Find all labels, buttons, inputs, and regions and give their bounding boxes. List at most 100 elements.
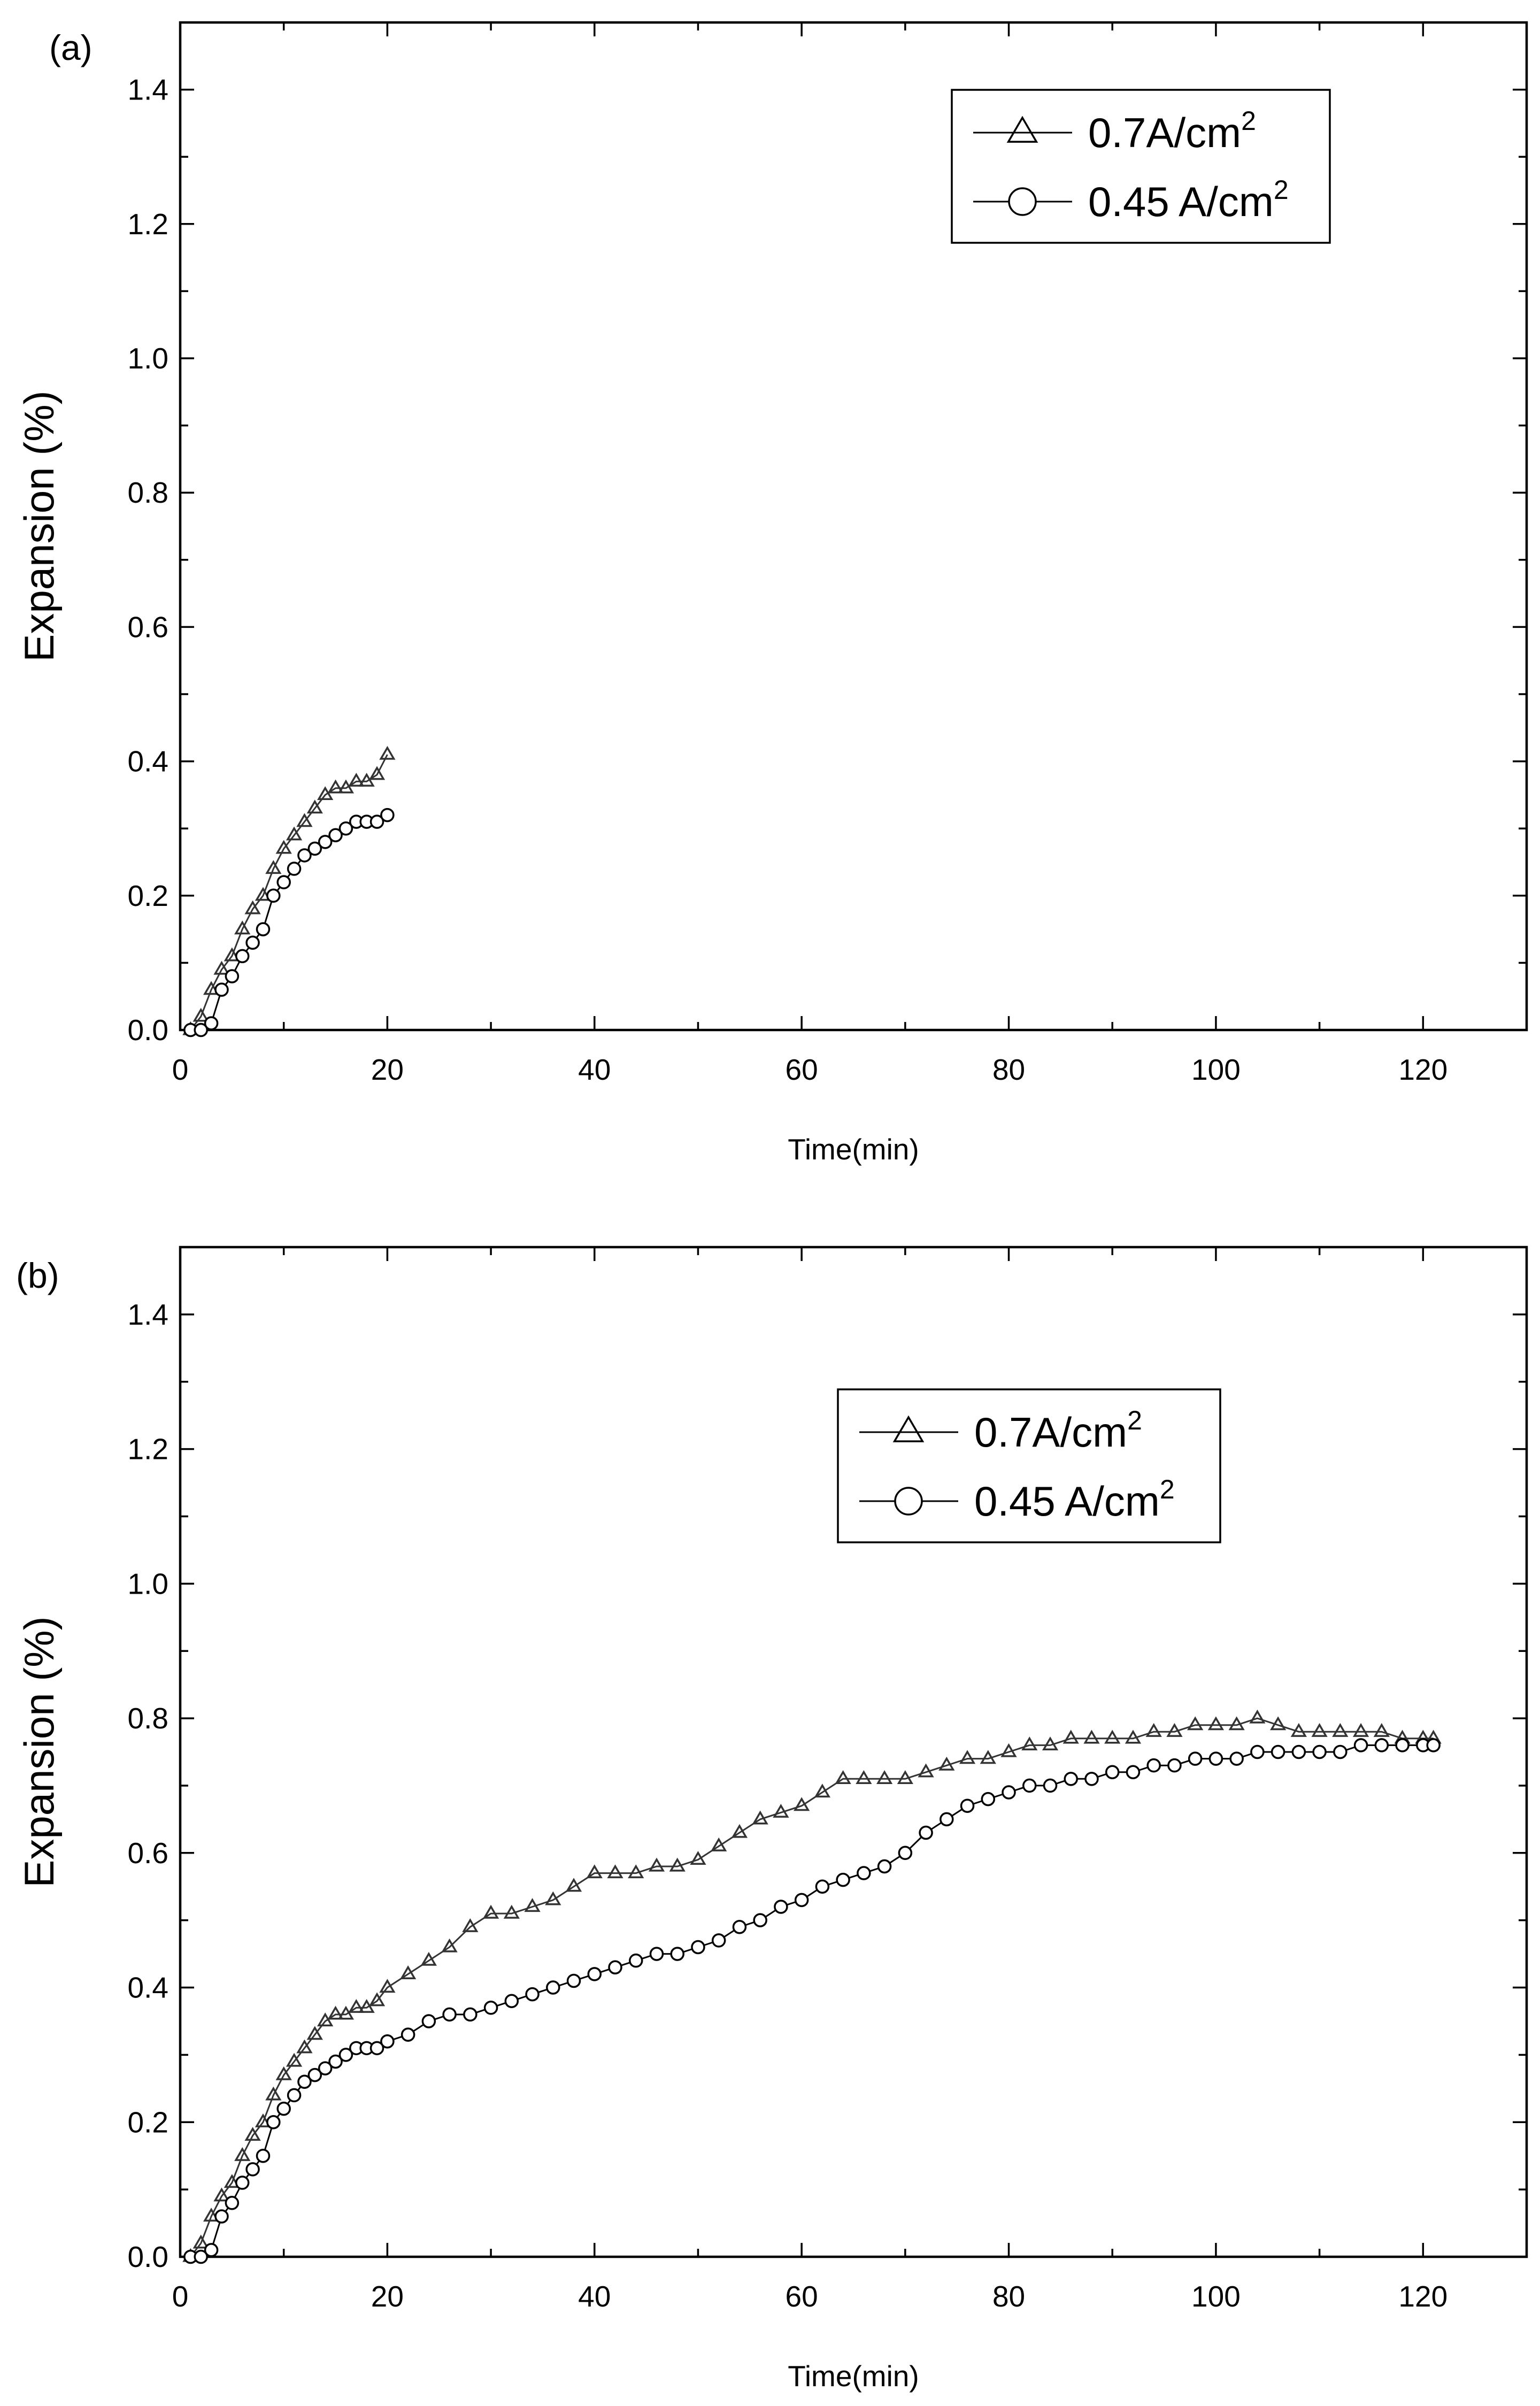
data-point-triangle — [296, 2039, 313, 2054]
data-point-triangle — [586, 1864, 603, 1879]
data-point-circle — [815, 1879, 830, 1894]
data-point-circle — [338, 2048, 353, 2062]
data-point-triangle — [648, 1857, 665, 1872]
y-tick-label: 0.8 — [128, 476, 168, 509]
data-point-circle — [245, 935, 260, 950]
data-point-triangle — [545, 1891, 561, 1905]
data-point-circle — [380, 808, 395, 823]
data-point-circle — [297, 848, 312, 863]
data-point-circle — [266, 888, 281, 903]
data-point-triangle — [565, 1878, 582, 1892]
data-point-circle — [857, 1866, 871, 1880]
data-point-circle — [318, 835, 333, 849]
data-point-triangle — [224, 947, 240, 962]
data-point-circle — [1126, 1765, 1141, 1780]
data-point-triangle — [275, 840, 292, 854]
data-point-triangle — [265, 2086, 282, 2101]
data-point-circle — [214, 982, 229, 997]
data-point-triangle — [327, 2005, 344, 2020]
legend-marker-triangle — [892, 1415, 925, 1442]
data-point-circle — [225, 2196, 240, 2210]
data-point-circle — [328, 828, 343, 843]
legend-marker-triangle — [1006, 116, 1038, 143]
legend-label-superscript: 2 — [1241, 106, 1256, 136]
y-tick-label: 0.2 — [128, 2105, 168, 2139]
y-tick-label: 0.6 — [128, 1836, 168, 1870]
data-point-circle — [1395, 1738, 1410, 1752]
data-point-triangle — [368, 1992, 386, 2007]
data-point-circle — [483, 2001, 498, 2015]
data-point-circle — [194, 2249, 208, 2264]
data-point-triangle — [224, 2174, 240, 2188]
legend: 0.7A/cm2 0.45 A/cm2 — [837, 1388, 1221, 1543]
data-point-triangle — [213, 960, 230, 975]
data-point-circle — [369, 814, 384, 829]
plot-frame — [179, 21, 1528, 1032]
data-point-circle — [338, 821, 353, 836]
data-point-circle — [194, 1023, 208, 1037]
legend-box — [951, 89, 1331, 244]
data-point-circle — [225, 969, 240, 983]
data-point-triangle — [244, 2127, 261, 2141]
y-tick-label: 0.4 — [128, 745, 168, 778]
data-point-triangle — [794, 1797, 810, 1811]
x-tick-label: 20 — [371, 2280, 404, 2313]
data-point-triangle — [503, 1904, 520, 1919]
data-point-triangle — [669, 1857, 686, 1872]
data-point-triangle — [1270, 1716, 1287, 1731]
x-tick-label: 100 — [1191, 1053, 1241, 1086]
data-point-circle — [245, 2162, 260, 2177]
data-point-triangle — [296, 813, 313, 827]
data-point-triangle — [317, 2012, 334, 2027]
data-point-triangle — [1290, 1723, 1307, 1737]
data-point-circle — [307, 2067, 322, 2082]
legend-label: 0.45 A/cm2 — [1088, 175, 1289, 225]
x-tick-label: 100 — [1191, 2280, 1241, 2313]
chart-panel-b: (b) 0 20 40 60 80 100 120 0.0 0.2 0.4 0.6 0.8 1.0 1.2 1… — [16, 1246, 1528, 2393]
data-point-circle — [463, 2007, 478, 2022]
y-tick-label: 1.2 — [128, 207, 168, 241]
x-tick-label: 40 — [578, 2280, 611, 2313]
data-point-circle — [235, 949, 250, 964]
data-point-circle — [940, 1812, 954, 1827]
data-point-triangle — [244, 900, 261, 914]
data-point-circle — [981, 1792, 996, 1807]
y-tick-label: 1.4 — [128, 1298, 168, 1331]
data-point-triangle — [441, 1938, 458, 1953]
data-point-circle — [1084, 1772, 1099, 1786]
data-point-triangle — [1145, 1723, 1162, 1737]
y-axis-title: Expansion (%) — [16, 1616, 63, 1887]
panel-label: (a) — [49, 28, 93, 67]
data-point-triangle — [379, 1979, 396, 1993]
y-tick-label: 0.0 — [128, 1013, 168, 1047]
data-point-triangle — [327, 779, 344, 794]
data-point-triangle — [856, 1770, 872, 1784]
data-point-circle — [297, 2074, 312, 2089]
x-tick-label: 60 — [786, 1053, 818, 1086]
data-point-triangle — [255, 2113, 272, 2127]
data-point-triangle — [286, 2053, 303, 2067]
data-point-triangle — [959, 1750, 976, 1764]
y-tick-label: 0.2 — [128, 879, 168, 912]
data-point-triangle — [358, 772, 375, 787]
data-point-triangle — [482, 1904, 499, 1919]
data-point-circle — [1208, 1751, 1223, 1766]
data-point-circle — [380, 2034, 395, 2049]
data-point-circle — [318, 2061, 333, 2076]
data-point-circle — [214, 2209, 229, 2224]
data-point-triangle — [876, 1770, 893, 1784]
data-point-circle — [649, 1947, 664, 1961]
data-point-circle — [691, 1940, 705, 1955]
legend-label-superscript: 2 — [1274, 175, 1289, 205]
data-point-circle — [877, 1859, 892, 1874]
data-point-triangle — [814, 1784, 831, 1798]
data-point-circle — [276, 2101, 291, 2116]
data-point-triangle — [628, 1864, 644, 1879]
data-point-circle — [266, 2115, 281, 2130]
x-tick-label: 80 — [992, 2280, 1025, 2313]
data-point-triangle — [192, 1008, 209, 1022]
y-tick-label: 1.2 — [128, 1433, 168, 1466]
data-point-triangle — [524, 1898, 541, 1912]
